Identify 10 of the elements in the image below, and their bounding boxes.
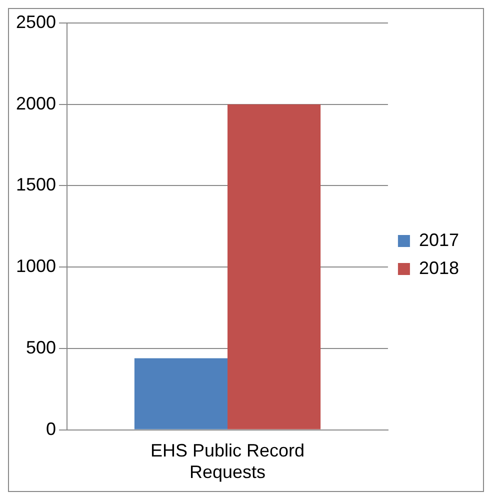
- y-tick-label: 500: [26, 337, 56, 358]
- y-tick-label: 0: [46, 418, 56, 439]
- x-tick-label: EHS Public Record Requests: [150, 440, 305, 482]
- legend-label: 2018: [418, 258, 460, 278]
- legend-label: 2017: [418, 230, 460, 250]
- y-tick-label: 2500: [16, 12, 56, 32]
- y-tick-label: 1000: [16, 256, 56, 276]
- y-tick-label: 2000: [16, 93, 56, 114]
- y-tick-label: 1500: [16, 174, 56, 195]
- chart-frame: 2017 2018 EHS Public Record Requests 0 500 1000 1500 2000 2500: [8, 8, 484, 492]
